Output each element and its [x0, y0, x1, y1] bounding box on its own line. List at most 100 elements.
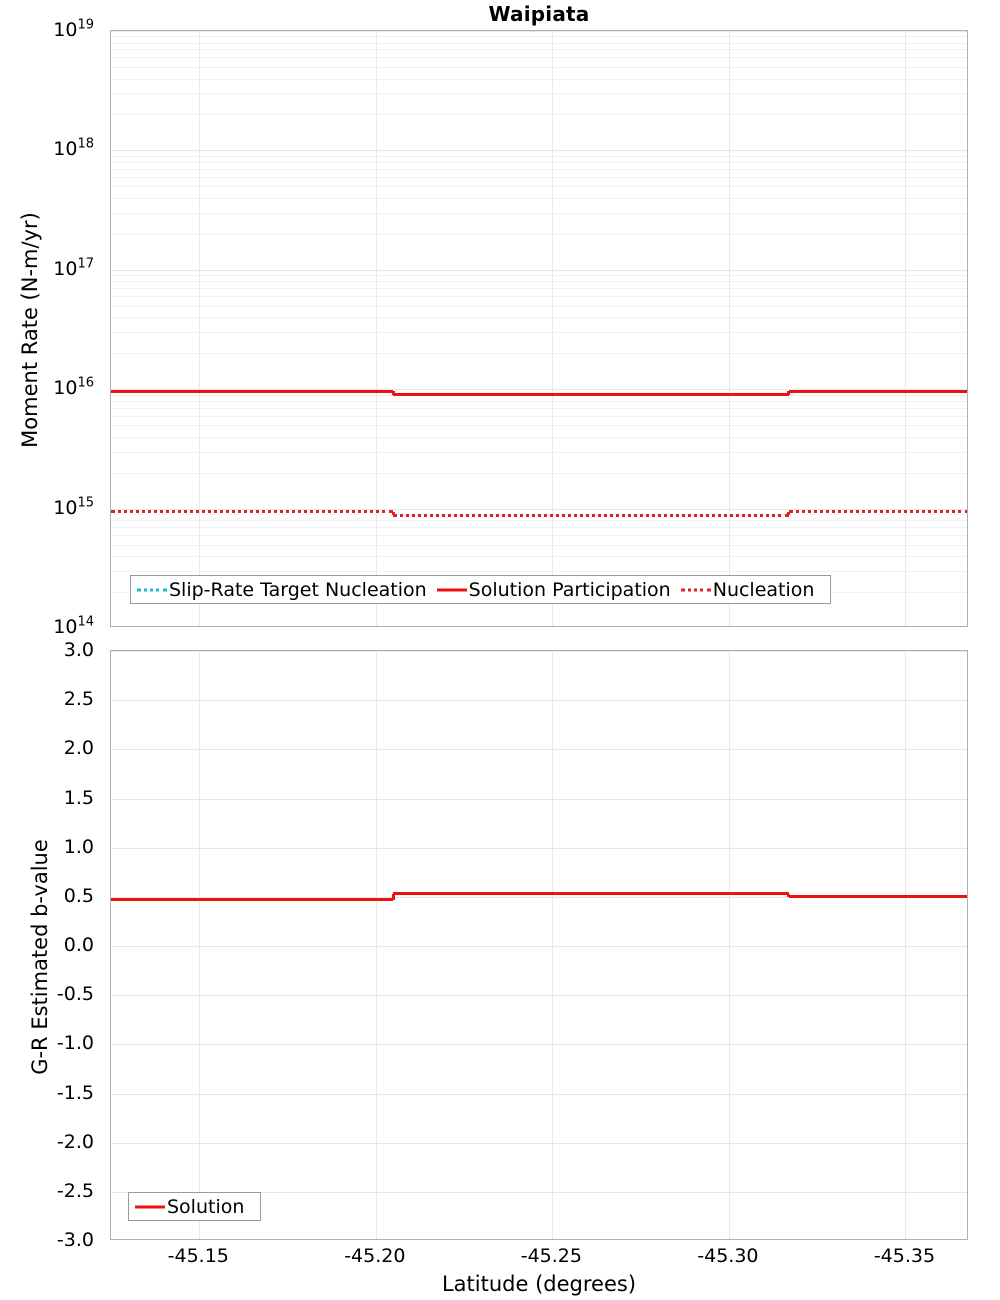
data-series-top [111, 31, 967, 626]
y-tick-label: -1.5 [56, 1081, 94, 1104]
y-tick-label: 1016 [53, 375, 94, 400]
y-tick-label: -2.5 [56, 1179, 94, 1202]
b-value-plot-area [110, 650, 968, 1240]
gridline-vertical [905, 651, 907, 1239]
gridline-horizontal [111, 353, 967, 355]
legend-label: Slip-Rate Target Nucleation [169, 578, 427, 601]
gridline-horizontal [111, 161, 967, 163]
y-tick-label: 2.0 [63, 737, 94, 760]
x-tick-label: -45.30 [697, 1245, 759, 1267]
series-riser [391, 391, 395, 395]
page-title: Waipiata [488, 2, 590, 26]
gridline-vertical [728, 31, 730, 626]
series-segment [111, 510, 394, 514]
gridline-vertical [552, 651, 554, 1239]
gridline-horizontal [111, 186, 967, 188]
legend-top[interactable]: Slip-Rate Target Nucleation Solution Part… [130, 575, 832, 604]
legend-label: Solution [167, 1195, 245, 1218]
y-tick-label: 1019 [53, 17, 94, 41]
gridline-horizontal [111, 233, 967, 235]
gridline-horizontal [111, 995, 967, 997]
y-tick-label: -2.0 [56, 1130, 94, 1153]
gridline-horizontal [111, 571, 967, 573]
legend-line-swatch [137, 583, 167, 597]
legend-entry[interactable]: Solution Participation [436, 578, 681, 601]
gridline-horizontal [111, 1044, 967, 1046]
gridline-horizontal [111, 1093, 967, 1095]
legend-entry[interactable]: Slip-Rate Target Nucleation [137, 579, 437, 601]
gridline-vertical [552, 31, 554, 626]
gridline-horizontal [111, 155, 967, 157]
gridline-horizontal [111, 425, 967, 427]
gridline-horizontal [111, 275, 967, 277]
x-tick-label: -45.20 [344, 1245, 406, 1267]
series-segment [788, 895, 967, 899]
gridline-horizontal [111, 556, 967, 558]
x-tick-label: -45.35 [873, 1245, 936, 1267]
gridline-horizontal [111, 1191, 967, 1193]
y-tick-label: -0.5 [56, 983, 94, 1006]
gridline-horizontal [111, 114, 967, 116]
gridline-horizontal [111, 31, 967, 32]
gridline-horizontal [111, 400, 967, 402]
gridline-horizontal [111, 269, 967, 271]
y-tick-label: 1018 [53, 137, 94, 161]
series-segment [788, 510, 967, 514]
y-tick-label: 1014 [53, 614, 94, 638]
gridline-horizontal [111, 1142, 967, 1144]
x-tick-label: -45.25 [520, 1245, 582, 1267]
y-axis-label-top: Moment Rate (N-m/yr) [18, 212, 42, 448]
grid-bottom [111, 651, 967, 1239]
gridline-vertical [375, 651, 377, 1239]
y-tick-label: 1.5 [63, 786, 94, 809]
y-axis-ticks-top: 1014 1015 1016 1017 1018 1019 [0, 19, 104, 638]
gridline-horizontal [111, 520, 967, 522]
legend-label: Solution Participation [468, 578, 671, 601]
gridline-horizontal [111, 798, 967, 800]
gridline-horizontal [111, 535, 967, 537]
y-axis-label-bottom: G-R Estimated b-value [28, 839, 52, 1075]
series-segment [111, 389, 394, 393]
gridline-horizontal [111, 896, 967, 898]
y-tick-label: -3.0 [56, 1229, 94, 1251]
gridline-horizontal [111, 407, 967, 409]
gridline-horizontal [111, 93, 967, 95]
gridline-vertical [199, 651, 201, 1239]
gridline-horizontal [111, 317, 967, 319]
gridline-horizontal [111, 544, 967, 546]
moment-rate-plot-area [110, 30, 968, 627]
gridline-horizontal [111, 749, 967, 751]
gridline-horizontal [111, 197, 967, 199]
gridline-horizontal [111, 305, 967, 307]
gridline-vertical [905, 31, 907, 626]
gridline-vertical [728, 651, 730, 1239]
gridline-horizontal [111, 57, 967, 59]
series-riser [787, 511, 791, 516]
gridline-horizontal [111, 700, 967, 702]
series-segment [393, 513, 789, 517]
y-tick-label: -1.0 [56, 1032, 94, 1055]
gridline-horizontal [111, 389, 967, 391]
y-tick-label: 1.0 [63, 835, 94, 858]
gridline-horizontal [111, 332, 967, 334]
gridline-horizontal [111, 212, 967, 214]
legend-entry[interactable]: Solution [135, 1196, 254, 1218]
gridline-horizontal [111, 176, 967, 178]
legend-entry[interactable]: Nucleation [680, 579, 825, 601]
gridline-horizontal [111, 42, 967, 44]
gridline-horizontal [111, 288, 967, 290]
gridline-horizontal [111, 472, 967, 474]
gridline-horizontal [111, 946, 967, 947]
gridline-horizontal [111, 436, 967, 438]
series-riser [391, 511, 395, 516]
gridline-horizontal [111, 49, 967, 51]
legend-bottom[interactable]: Solution [128, 1192, 262, 1221]
y-tick-label: 1017 [53, 256, 94, 280]
legend-line-swatch [135, 1200, 165, 1214]
gridline-horizontal [111, 415, 967, 417]
gridline-vertical [375, 31, 377, 626]
gridline-horizontal [111, 281, 967, 283]
legend-line-swatch [680, 583, 711, 597]
gridline-horizontal [111, 78, 967, 80]
